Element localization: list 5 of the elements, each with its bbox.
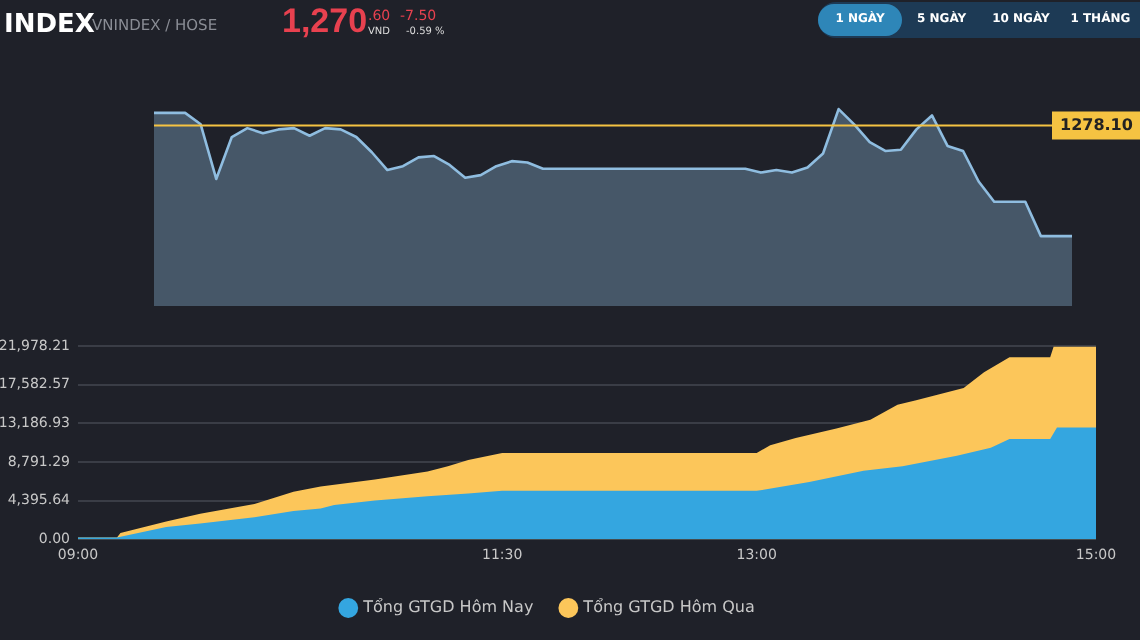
text: 1,270 — [282, 2, 368, 42]
legend-label: Tổng GTGD Hôm Qua — [581, 598, 755, 617]
legend-label: Tổng GTGD Hôm Nay — [361, 598, 534, 617]
chart-title: INDEX — [4, 10, 95, 40]
annotation: 1278.10 — [1060, 115, 1134, 134]
